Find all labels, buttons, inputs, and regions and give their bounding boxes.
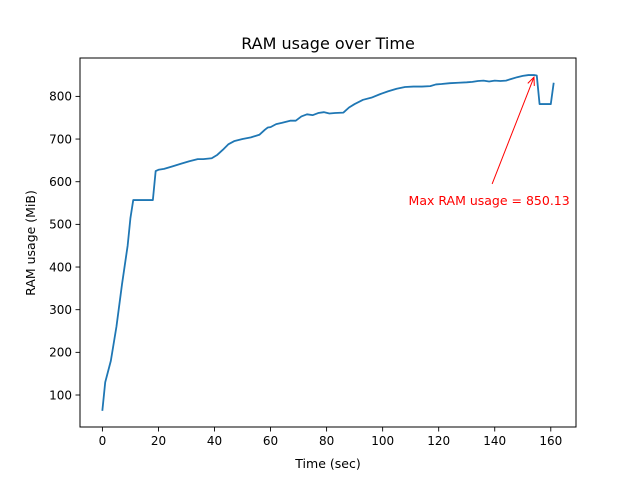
plot-area: 0 20 40 60 80 100 120 140 160 100 200 300 400 500 600 7… (49, 57, 577, 448)
y-axis-label: RAM usage (MiB) (23, 190, 38, 296)
annotation-arrow-head (527, 76, 535, 86)
y-tick-label: 500 (49, 218, 72, 232)
x-tick-label: 80 (319, 434, 334, 448)
x-tick-label: 60 (263, 434, 278, 448)
ram-usage-line (101, 74, 555, 411)
annotation-arrow-shaft (491, 77, 535, 185)
x-tick-label: 0 (99, 434, 107, 448)
axes-frame (79, 57, 577, 428)
x-tick-label: 160 (539, 434, 562, 448)
y-tick-label: 200 (49, 346, 72, 360)
x-tick-label: 100 (371, 434, 394, 448)
annotation-label: Max RAM usage = 850.13 (409, 193, 570, 208)
x-tick-label: 40 (207, 434, 222, 448)
x-axis-label: Time (sec) (294, 456, 360, 471)
y-tick-label: 100 (49, 388, 72, 402)
y-tick-label: 700 (49, 132, 72, 146)
x-tick-label: 140 (483, 434, 506, 448)
y-tick-label: 400 (49, 260, 72, 274)
y-tick-label: 300 (49, 303, 72, 317)
y-tick-label: 800 (49, 90, 72, 104)
y-tick-label: 600 (49, 175, 72, 189)
x-tick-label: 120 (427, 434, 450, 448)
chart-title: RAM usage over Time (241, 34, 415, 53)
x-tick-label: 20 (151, 434, 166, 448)
